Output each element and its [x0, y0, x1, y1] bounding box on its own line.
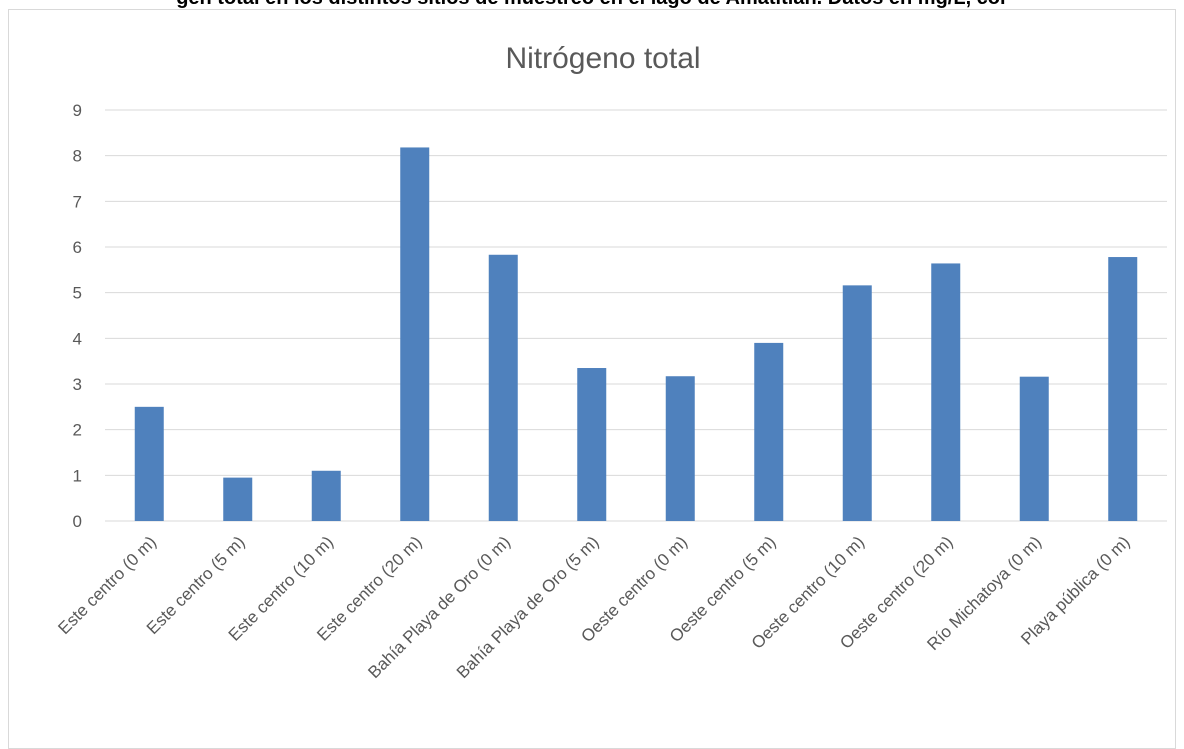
bar	[1108, 257, 1138, 521]
y-tick-label: 1	[73, 466, 82, 485]
bars	[134, 147, 1138, 522]
y-tick-label: 6	[73, 238, 82, 257]
bar	[754, 342, 784, 521]
y-axis-ticks: 0 1 2 3 4 5 6 7 8 9	[73, 101, 82, 531]
gridlines	[105, 109, 1167, 522]
chart-title: Nitrógeno total	[505, 42, 700, 75]
y-tick-label: 4	[73, 329, 82, 348]
x-tick-label: Bahía Playa de Oro (5 m)	[453, 532, 603, 682]
bar	[931, 263, 961, 521]
bar	[665, 376, 695, 521]
x-tick-label: Bahía Playa de Oro (0 m)	[364, 532, 514, 682]
x-axis-ticks: Este centro (0 m)Este centro (5 m)Este c…	[54, 532, 1133, 682]
y-tick-label: 9	[73, 101, 82, 120]
y-tick-label: 7	[73, 192, 82, 211]
bar	[577, 368, 607, 521]
bar	[134, 406, 164, 521]
bar	[311, 470, 341, 521]
y-tick-label: 5	[73, 284, 82, 303]
y-tick-label: 3	[73, 375, 82, 394]
bar	[223, 477, 253, 521]
y-tick-label: 2	[73, 421, 82, 440]
y-tick-label: 8	[73, 147, 82, 166]
bar	[488, 254, 518, 521]
bar	[842, 285, 872, 521]
y-tick-label: 0	[73, 512, 82, 531]
figure-caption: gen total en los distintos sitios de mue…	[0, 0, 1184, 10]
bar	[400, 147, 430, 522]
bar	[1019, 376, 1049, 521]
